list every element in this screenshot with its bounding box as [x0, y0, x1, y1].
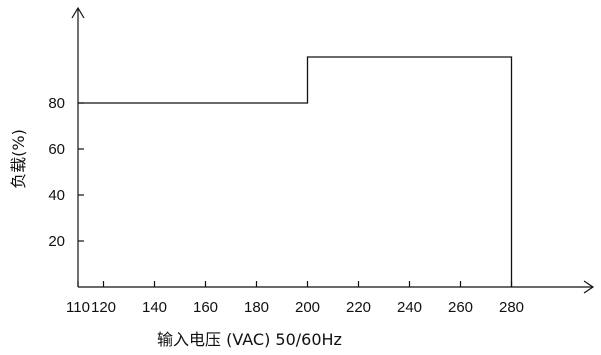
y-tick-label-20: 20 — [48, 233, 65, 250]
x-tick-label-220: 220 — [346, 299, 371, 316]
x-tick-label-110: 110 — [66, 299, 90, 316]
x-tick-label-200: 200 — [295, 299, 320, 316]
y-tick-label-60: 60 — [48, 141, 65, 158]
series-group — [78, 56, 513, 287]
y-tick-label-40: 40 — [48, 187, 65, 204]
ticks: 110 120 140 160 180 200 220 240 260 280 20 40 60 80 — [48, 95, 524, 316]
x-axis-arrow — [583, 280, 595, 294]
x-tick-label-280: 280 — [499, 299, 524, 316]
x-tick-label-240: 240 — [397, 299, 422, 316]
x-tick-label-160: 160 — [193, 299, 218, 316]
load-curve-line — [78, 56, 513, 287]
x-tick-label-260: 260 — [448, 299, 473, 316]
y-axis-title: 负载(%) — [9, 129, 28, 189]
y-axis-arrow — [71, 6, 85, 19]
axes — [71, 6, 595, 294]
y-tick-label-80: 80 — [48, 95, 65, 112]
x-tick-label-180: 180 — [244, 299, 269, 316]
x-tick-label-140: 140 — [142, 299, 167, 316]
x-tick-label-120: 120 — [91, 299, 116, 316]
x-axis-title: 输入电压 (VAC) 50/60Hz — [157, 330, 342, 349]
